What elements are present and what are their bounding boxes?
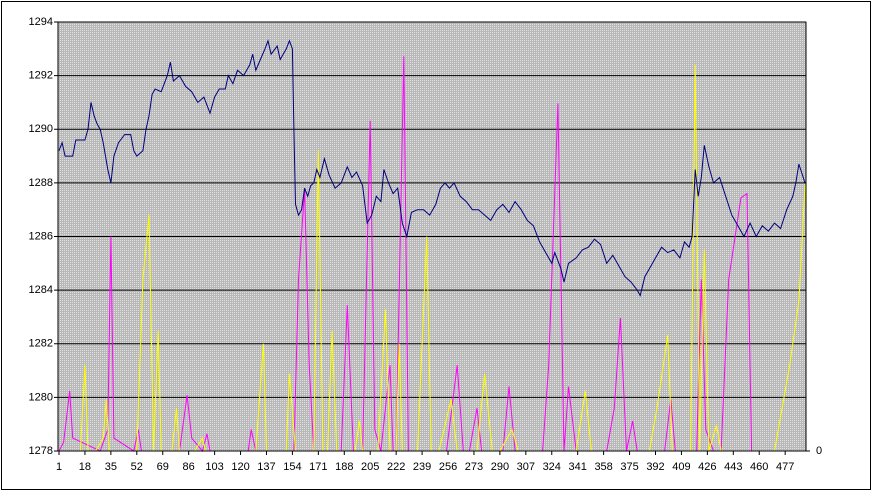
x-tick-label: 426 bbox=[698, 461, 716, 473]
y-tick-label: 1286 bbox=[29, 230, 53, 242]
x-tick-label: 69 bbox=[157, 461, 169, 473]
x-tick-label: 222 bbox=[387, 461, 405, 473]
x-tick-label: 460 bbox=[750, 461, 768, 473]
x-tick-label: 154 bbox=[283, 461, 301, 473]
y-tick-label: 1290 bbox=[29, 123, 53, 135]
x-tick-label: 1 bbox=[56, 461, 62, 473]
x-tick-label: 35 bbox=[105, 461, 117, 473]
x-tick-label: 477 bbox=[776, 461, 794, 473]
y-tick-label: 1294 bbox=[29, 16, 53, 28]
x-tick-label: 392 bbox=[646, 461, 664, 473]
series-line bbox=[58, 39, 806, 297]
y-tick-label: 1292 bbox=[29, 70, 53, 82]
x-tick-label: 375 bbox=[620, 461, 638, 473]
x-tick-label: 307 bbox=[517, 461, 535, 473]
x-tick-label: 171 bbox=[309, 461, 327, 473]
x-tick-label: 52 bbox=[131, 461, 143, 473]
x-tick-label: 273 bbox=[465, 461, 483, 473]
x-tick-label: 443 bbox=[724, 461, 742, 473]
x-tick-label: 256 bbox=[439, 461, 457, 473]
x-tick-label: 103 bbox=[205, 461, 223, 473]
x-tick-label: 324 bbox=[543, 461, 561, 473]
x-tick-label: 290 bbox=[491, 461, 509, 473]
y-tick-label: 1280 bbox=[29, 391, 53, 403]
y2-tick-label: 0 bbox=[816, 445, 822, 457]
x-tick-label: 86 bbox=[183, 461, 195, 473]
y-tick-label: 1282 bbox=[29, 338, 53, 350]
x-tick-label: 341 bbox=[569, 461, 587, 473]
x-tick-label: 18 bbox=[79, 461, 91, 473]
y-tick-label: 1278 bbox=[29, 445, 53, 457]
x-tick-label: 137 bbox=[257, 461, 275, 473]
x-tick-label: 120 bbox=[231, 461, 249, 473]
y-tick-label: 1284 bbox=[29, 284, 53, 296]
y-tick-label: 1288 bbox=[29, 177, 53, 189]
x-tick-label: 188 bbox=[335, 461, 353, 473]
x-tick-label: 205 bbox=[361, 461, 379, 473]
x-tick-label: 409 bbox=[672, 461, 690, 473]
x-tick-label: 358 bbox=[594, 461, 612, 473]
x-tick-label: 239 bbox=[413, 461, 431, 473]
